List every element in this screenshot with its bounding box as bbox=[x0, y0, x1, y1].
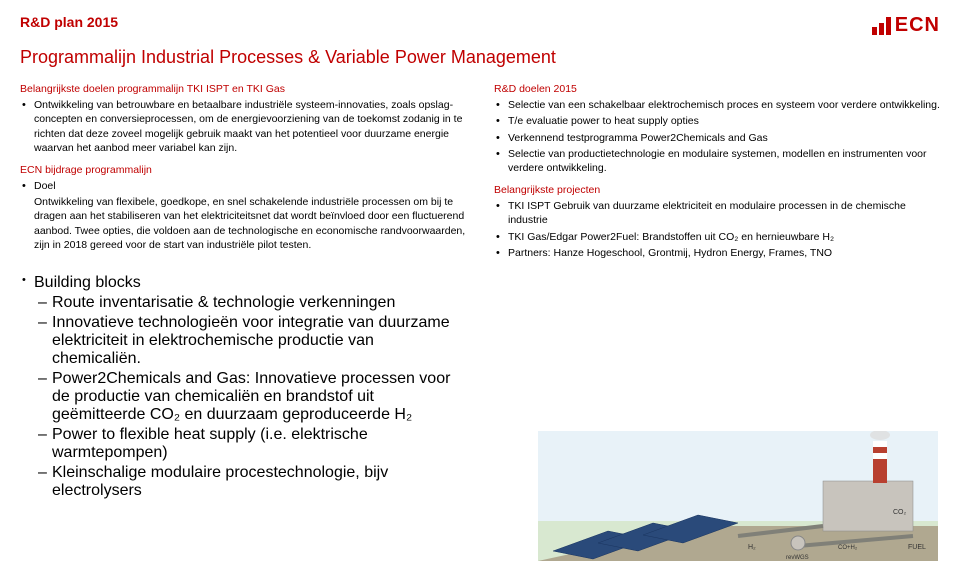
right-column: R&D doelen 2015 Selectie van een schakel… bbox=[494, 82, 940, 268]
process-illustration-icon: CO₂ H₂ revWGS FUEL CO+H₂ bbox=[538, 431, 938, 561]
ecn-logo: ECN bbox=[872, 14, 940, 37]
right-heading-2: Belangrijkste projecten bbox=[494, 183, 940, 197]
project-item: Partners: Hanze Hogeschool, Grontmij, Hy… bbox=[494, 246, 940, 260]
rd-goal-item: Selectie van productietechnologie en mod… bbox=[494, 147, 940, 175]
logo-bars-icon bbox=[872, 17, 891, 35]
building-item: Kleinschalige modulaire procestechnologi… bbox=[34, 464, 462, 500]
plan-title: R&D plan 2015 bbox=[20, 14, 118, 30]
rd-goal-item: Selectie van een schakelbaar elektrochem… bbox=[494, 98, 940, 112]
left-heading-1: Belangrijkste doelen programmalijn TKI I… bbox=[20, 82, 466, 96]
building-item: Power to flexible heat supply (i.e. elek… bbox=[34, 426, 462, 462]
right-heading-1: R&D doelen 2015 bbox=[494, 82, 940, 96]
rd-goal-item: Verkennend testprogramma Power2Chemicals… bbox=[494, 131, 940, 145]
doel-text: Ontwikkeling van flexibele, goedkope, en… bbox=[20, 195, 466, 252]
building-item: Innovatieve technologieën voor integrati… bbox=[34, 314, 462, 368]
project-item: TKI ISPT Gebruik van duurzame elektricit… bbox=[494, 199, 940, 227]
svg-text:revWGS: revWGS bbox=[786, 555, 809, 561]
building-item: Power2Chemicals and Gas: Innovatieve pro… bbox=[34, 370, 462, 424]
logo-text: ECN bbox=[895, 14, 940, 37]
page-subtitle: Programmalijn Industrial Processes & Var… bbox=[20, 47, 940, 68]
svg-text:FUEL: FUEL bbox=[908, 544, 926, 551]
left-heading-2: ECN bijdrage programmalijn bbox=[20, 163, 466, 177]
left-column: Belangrijkste doelen programmalijn TKI I… bbox=[20, 82, 466, 268]
goal-item: Ontwikkeling van betrouwbare en betaalba… bbox=[20, 98, 466, 155]
rd-goal-item: T/e evaluatie power to heat supply optie… bbox=[494, 114, 940, 128]
svg-text:CO₂: CO₂ bbox=[893, 509, 907, 516]
svg-text:CO+H₂: CO+H₂ bbox=[838, 545, 858, 551]
building-blocks-section: Building blocks Route inventarisatie & t… bbox=[20, 274, 462, 500]
building-label: Building blocks bbox=[20, 274, 462, 292]
project-item: TKI Gas/Edgar Power2Fuel: Brandstoffen u… bbox=[494, 230, 940, 244]
building-item: Route inventarisatie & technologie verke… bbox=[34, 294, 462, 312]
svg-text:H₂: H₂ bbox=[748, 544, 756, 551]
doel-label: Doel bbox=[20, 179, 466, 193]
